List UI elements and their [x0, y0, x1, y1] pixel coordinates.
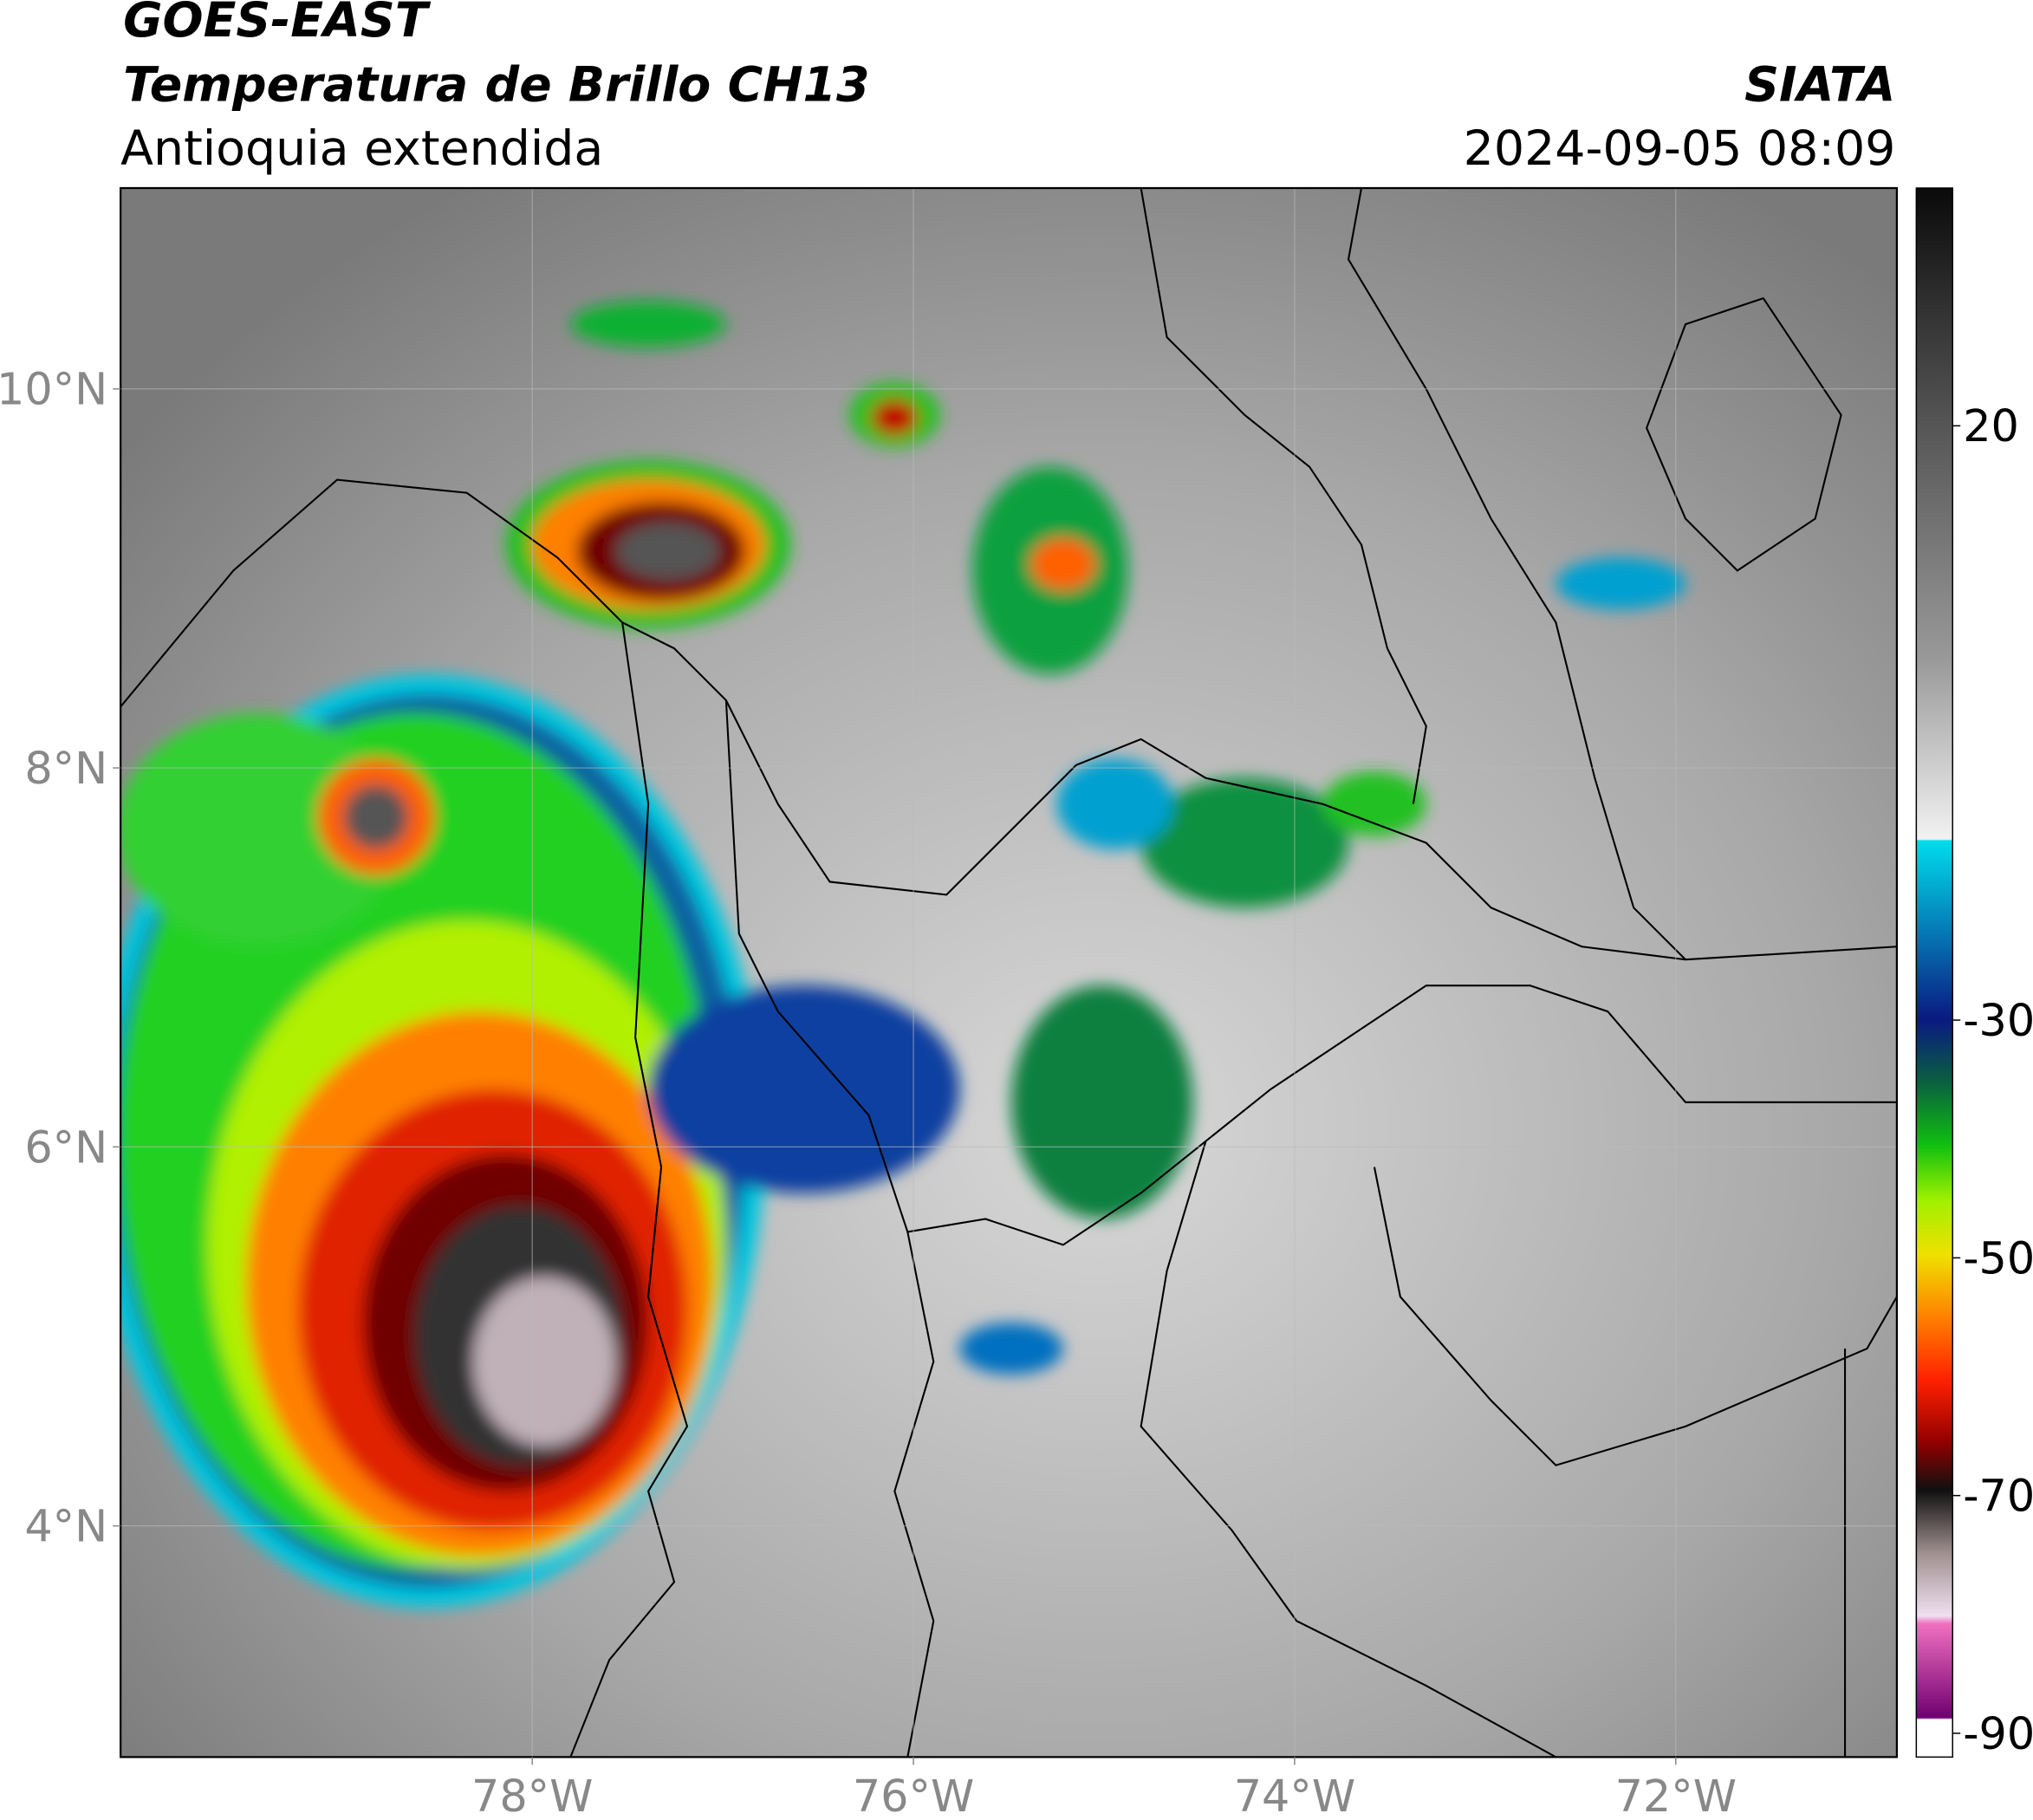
source: SIATA: [1744, 58, 1895, 114]
border: [1140, 188, 1427, 804]
satellite-image: [120, 188, 1897, 1758]
border: [1140, 1141, 1556, 1758]
x-tick-label: 78°W: [471, 1771, 593, 1820]
colorbar-tick-label: -30: [1963, 995, 2033, 1046]
datetime: 2024-09-05 08:09: [1464, 121, 1896, 177]
border: [1646, 296, 1842, 572]
border: [120, 478, 1897, 961]
region: Antioquia extendida: [120, 121, 603, 177]
colorbar-tick-label: -90: [1963, 1708, 2033, 1759]
graticule: [120, 188, 1897, 1758]
y-tick-label: 10°N: [0, 364, 107, 415]
title: GOES-EAST: [123, 0, 432, 49]
border: [724, 699, 1897, 1246]
border: [1373, 1167, 1897, 1466]
y-tick-label: 8°N: [24, 743, 107, 794]
x-tick-label: 76°W: [853, 1771, 974, 1820]
colorbar-tick-label: 20: [1963, 400, 2019, 452]
x-tick-label: 74°W: [1234, 1771, 1355, 1820]
y-tick-label: 6°N: [24, 1121, 107, 1173]
colorbar-tick-label: -50: [1963, 1232, 2033, 1284]
border: [569, 622, 689, 1758]
map-frame: [120, 186, 1899, 1758]
subtitle: Temperatura de Brillo CH13: [123, 58, 869, 114]
y-tick-label: 4°N: [24, 1501, 107, 1552]
colorbar: [1915, 187, 1953, 1758]
border: [1347, 188, 1686, 960]
colorbar-tick-label: -70: [1963, 1471, 2033, 1522]
border: [893, 1232, 935, 1758]
x-tick-label: 72°W: [1615, 1771, 1737, 1820]
cloud-field: [120, 301, 1686, 1609]
